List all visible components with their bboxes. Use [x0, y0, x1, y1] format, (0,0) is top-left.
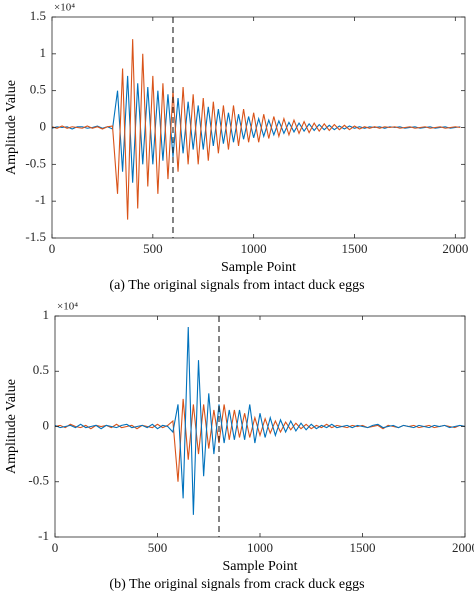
y-tick-label: -1: [38, 528, 49, 543]
x-tick-label: 500: [148, 540, 168, 555]
y-tick-label: -1: [35, 192, 46, 207]
x-tick-label: 1000: [247, 540, 273, 555]
caption: (b) The original signals from crack duck…: [109, 577, 364, 592]
y-axis-label: Amplitude Value: [4, 80, 19, 175]
x-tick-label: 2000: [442, 241, 468, 256]
y-tick-label: -0.5: [25, 155, 46, 170]
y-tick-label: 0: [40, 118, 47, 133]
x-axis-label: Sample Point: [221, 260, 296, 275]
y-tick-label: 0.5: [30, 82, 46, 97]
x-tick-label: 0: [49, 241, 56, 256]
exponent-label: ×10⁴: [54, 2, 75, 14]
x-tick-label: 2000: [452, 540, 474, 555]
x-tick-label: 500: [143, 241, 163, 256]
y-tick-label: 0.5: [33, 362, 49, 377]
caption: (a) The original signals from intact duc…: [109, 278, 364, 293]
y-tick-label: -0.5: [28, 473, 49, 488]
exponent-label: ×10⁴: [57, 301, 78, 313]
y-tick-label: 0: [43, 417, 50, 432]
y-tick-label: -1.5: [25, 229, 46, 244]
y-axis-label: Amplitude Value: [4, 379, 19, 474]
plot-area: [55, 316, 465, 537]
y-tick-label: 1.5: [30, 8, 46, 23]
x-tick-label: 1500: [350, 540, 376, 555]
signal-line: [52, 39, 461, 220]
x-tick-label: 1000: [241, 241, 267, 256]
x-tick-label: 1500: [341, 241, 367, 256]
x-axis-label: Sample Point: [222, 559, 297, 574]
y-tick-label: 1: [43, 307, 50, 322]
y-tick-label: 1: [40, 45, 47, 60]
x-tick-label: 0: [52, 540, 59, 555]
signal-line: [55, 327, 465, 515]
